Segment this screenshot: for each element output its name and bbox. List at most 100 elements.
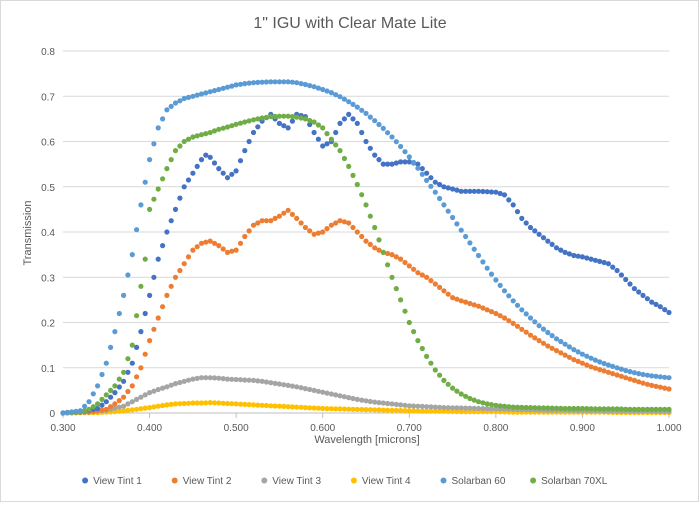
data-point xyxy=(523,329,529,335)
data-point xyxy=(488,189,495,195)
data-point xyxy=(636,379,642,385)
data-point xyxy=(454,408,460,415)
data-point xyxy=(475,399,482,405)
data-point xyxy=(536,231,542,237)
data-point xyxy=(311,231,317,237)
data-point xyxy=(129,342,135,348)
data-point xyxy=(501,403,508,409)
data-point xyxy=(315,388,321,394)
data-point xyxy=(285,207,291,213)
data-point xyxy=(424,170,430,176)
data-point xyxy=(259,402,265,408)
data-point xyxy=(268,380,274,386)
data-point xyxy=(324,390,330,396)
data-point xyxy=(354,396,360,402)
data-point xyxy=(359,129,365,136)
data-point xyxy=(207,154,213,160)
data-point xyxy=(172,274,179,280)
data-point xyxy=(367,213,373,219)
data-point xyxy=(367,407,373,413)
data-point xyxy=(185,254,192,260)
data-point xyxy=(346,99,352,105)
data-point xyxy=(393,286,399,292)
data-point xyxy=(480,259,486,265)
data-point xyxy=(506,404,512,410)
data-point xyxy=(571,405,577,412)
data-point xyxy=(398,143,404,150)
data-point xyxy=(181,138,187,145)
data-point xyxy=(190,400,196,406)
y-tick-label: 0.6 xyxy=(41,138,55,149)
data-point xyxy=(411,329,417,335)
data-point xyxy=(328,391,334,397)
data-point xyxy=(601,406,607,412)
data-point xyxy=(302,386,308,392)
data-point xyxy=(618,366,625,372)
data-point xyxy=(151,388,157,394)
data-point xyxy=(216,400,222,406)
data-point xyxy=(445,405,451,411)
data-point xyxy=(224,249,231,255)
x-tick-label: 0.800 xyxy=(483,423,508,434)
data-point xyxy=(376,157,382,163)
data-point xyxy=(151,274,157,280)
data-point xyxy=(627,406,633,412)
data-point xyxy=(268,403,274,409)
data-point xyxy=(142,256,148,262)
data-point xyxy=(177,143,183,149)
legend-item: View Tint 2 xyxy=(171,476,232,487)
data-point xyxy=(298,404,304,410)
data-point xyxy=(601,368,607,374)
data-point xyxy=(592,357,599,363)
data-point xyxy=(307,117,313,124)
data-point xyxy=(402,402,408,408)
x-tick-label: 1.000 xyxy=(656,423,681,434)
data-point xyxy=(380,249,386,255)
data-point xyxy=(341,155,347,162)
data-point xyxy=(354,120,360,126)
data-point xyxy=(320,229,326,235)
data-point xyxy=(160,304,166,310)
data-point xyxy=(545,238,551,244)
data-point xyxy=(138,283,144,289)
data-point xyxy=(203,90,209,96)
data-point xyxy=(566,344,573,350)
data-point xyxy=(475,188,482,194)
data-point xyxy=(112,329,118,335)
legend-item: Solarban 60 xyxy=(440,476,506,487)
data-point xyxy=(242,148,248,154)
data-point xyxy=(112,401,118,407)
data-point xyxy=(359,397,365,403)
data-point xyxy=(255,124,261,130)
data-point xyxy=(605,406,612,412)
data-point xyxy=(640,380,646,386)
data-point xyxy=(164,166,170,172)
data-point xyxy=(636,289,642,295)
data-point xyxy=(631,406,638,412)
data-point xyxy=(216,126,222,132)
data-point xyxy=(177,379,183,386)
data-point xyxy=(562,249,568,255)
data-point xyxy=(411,403,417,409)
data-point xyxy=(211,375,218,381)
data-point xyxy=(536,323,542,329)
data-point xyxy=(441,377,447,383)
data-point xyxy=(350,395,356,402)
data-point xyxy=(116,398,122,404)
data-point xyxy=(82,408,88,414)
data-point xyxy=(376,407,382,413)
data-point xyxy=(168,103,174,109)
data-point xyxy=(385,400,391,407)
data-point xyxy=(82,403,88,409)
data-point xyxy=(341,96,347,102)
data-point xyxy=(367,398,373,405)
data-point xyxy=(610,363,616,369)
data-point xyxy=(207,129,213,136)
data-point xyxy=(432,189,438,195)
legend-marker xyxy=(530,477,537,484)
data-point xyxy=(553,336,560,342)
data-point xyxy=(354,104,360,110)
data-point xyxy=(467,240,473,246)
chart-title: 1" IGU with Clear Mate Lite xyxy=(253,15,446,32)
data-point xyxy=(311,119,317,125)
